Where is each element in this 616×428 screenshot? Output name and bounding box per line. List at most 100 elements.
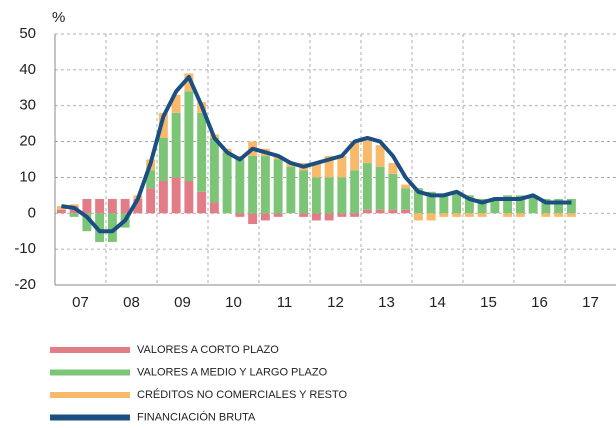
bar <box>413 213 423 221</box>
bar <box>413 188 423 214</box>
bar <box>566 213 576 217</box>
bar <box>503 213 513 217</box>
bar <box>401 184 411 189</box>
bar <box>260 213 270 221</box>
bar <box>477 213 487 217</box>
y-tick-label: 40 <box>19 61 36 78</box>
bar <box>375 145 385 167</box>
bar <box>299 170 309 214</box>
bar <box>362 137 372 164</box>
x-tick-label: 16 <box>531 294 548 311</box>
bar <box>248 155 258 214</box>
bar <box>324 155 334 178</box>
bar <box>515 213 525 217</box>
y-tick-label: 10 <box>19 168 36 185</box>
bar <box>541 213 551 217</box>
bar <box>490 198 500 214</box>
bar <box>235 213 245 217</box>
bar <box>426 191 436 214</box>
legend-swatch <box>50 392 130 398</box>
bar <box>273 213 283 217</box>
bar <box>273 159 283 214</box>
bar <box>311 177 321 214</box>
bar <box>477 198 487 214</box>
bar <box>197 191 207 214</box>
bar <box>82 213 92 232</box>
x-tick-label: 17 <box>582 294 599 311</box>
bar <box>146 188 156 214</box>
bar <box>235 159 245 214</box>
bar <box>426 213 436 221</box>
y-tick-label: 50 <box>19 25 36 42</box>
x-tick-label: 12 <box>327 294 344 311</box>
bar <box>350 170 360 214</box>
bar <box>452 213 462 217</box>
x-tick-label: 13 <box>378 294 395 311</box>
bar <box>541 198 551 214</box>
bar <box>184 181 194 214</box>
bar <box>133 198 143 214</box>
x-tick-label: 09 <box>174 294 191 311</box>
y-tick-label: 30 <box>19 97 36 114</box>
bar <box>362 209 372 214</box>
bar <box>299 213 309 217</box>
legend-label: VALORES A CORTO PLAZO <box>137 344 279 356</box>
x-tick-label: 14 <box>429 294 446 311</box>
bar <box>362 163 372 210</box>
bar <box>324 177 334 214</box>
bar <box>311 163 321 178</box>
y-unit-label: % <box>52 9 65 26</box>
bar <box>184 73 194 92</box>
bar <box>350 213 360 217</box>
bar <box>146 170 156 189</box>
bar <box>388 163 398 174</box>
legend-swatch <box>50 347 130 353</box>
x-tick-label: 15 <box>480 294 497 311</box>
bar <box>107 198 117 214</box>
legend-label: VALORES A MEDIO Y LARGO PLAZO <box>137 366 328 378</box>
bar <box>464 195 474 214</box>
x-tick-label: 07 <box>72 294 89 311</box>
bar <box>158 112 168 138</box>
bar <box>311 213 321 221</box>
bar <box>388 209 398 214</box>
legend-label: CRÉDITOS NO COMERCIALES Y RESTO <box>137 388 348 401</box>
bar <box>69 213 79 217</box>
y-tick-label: -20 <box>14 276 36 293</box>
bar <box>439 195 449 214</box>
bar <box>260 155 270 214</box>
bar <box>222 152 232 214</box>
y-tick-label: 0 <box>28 204 36 221</box>
bar <box>209 137 219 203</box>
bar <box>95 198 105 214</box>
bar <box>464 213 474 217</box>
bar <box>107 213 117 242</box>
bar <box>324 213 334 221</box>
bar <box>515 195 525 214</box>
bar <box>209 202 219 214</box>
bar <box>337 177 347 214</box>
bar <box>158 181 168 214</box>
x-tick-label: 10 <box>225 294 242 311</box>
x-tick-label: 11 <box>277 294 293 311</box>
bar <box>197 112 207 192</box>
bar <box>56 209 66 214</box>
legend-swatch <box>50 369 130 376</box>
bar <box>566 198 576 214</box>
bar <box>95 213 105 242</box>
bar <box>337 155 347 178</box>
bar <box>554 213 564 217</box>
bar <box>439 213 449 217</box>
line <box>61 75 572 234</box>
bar <box>337 213 347 217</box>
bar <box>120 198 130 214</box>
bar <box>171 94 181 113</box>
bar <box>248 213 258 225</box>
bar <box>375 166 385 210</box>
bar <box>528 195 538 214</box>
bar <box>69 204 79 207</box>
y-tick-label: -10 <box>14 240 36 257</box>
bar <box>171 177 181 214</box>
bar <box>158 137 168 182</box>
